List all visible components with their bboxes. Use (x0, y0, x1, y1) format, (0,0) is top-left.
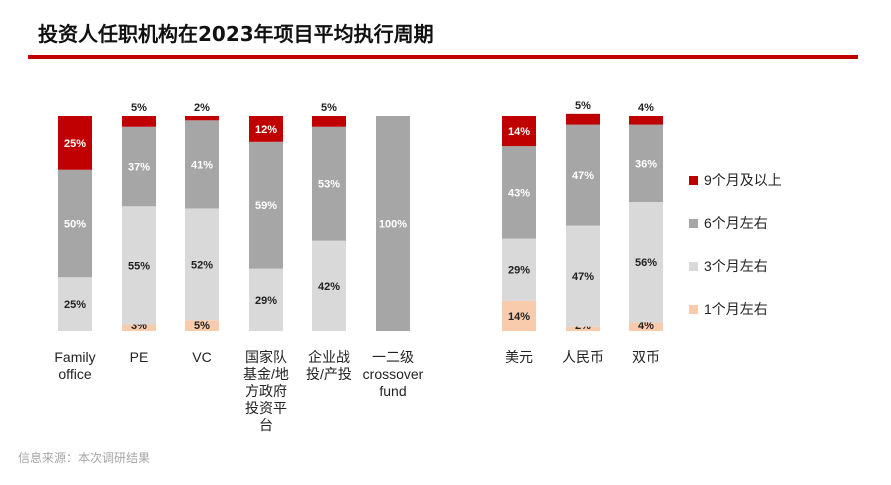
legend-label: 3个月左右 (704, 258, 768, 274)
bar-segment (629, 202, 663, 323)
data-label: 5% (194, 320, 210, 332)
bar-segment (249, 116, 283, 142)
bar-segment (502, 238, 536, 301)
data-label: 37% (128, 162, 150, 174)
data-label: 29% (508, 265, 530, 277)
bar-segment (502, 116, 536, 147)
data-label: 25% (64, 138, 86, 150)
bar-segment (249, 268, 283, 331)
data-label: 29% (255, 295, 277, 307)
legend-swatch (689, 176, 698, 185)
bar-segment (122, 126, 156, 207)
data-label: 25% (64, 299, 86, 311)
data-label: 2% (194, 102, 210, 114)
bar-segment (566, 113, 600, 125)
data-label: 59% (255, 200, 277, 212)
category-label: 基金/地 (243, 366, 289, 382)
data-label: 42% (318, 281, 340, 293)
category-label: 企业战 (308, 349, 350, 365)
data-label: 4% (638, 102, 654, 114)
data-label: 100% (379, 219, 407, 231)
page-title: 投资人任职机构在2023年项目平均执行周期 (38, 22, 434, 46)
data-label: 5% (131, 102, 147, 114)
category-label: Family (54, 349, 95, 365)
bar-segment (58, 277, 92, 331)
bar-segment (566, 124, 600, 226)
data-label: 14% (508, 126, 530, 138)
category-label: crossover (363, 366, 424, 382)
legend-swatch (689, 219, 698, 228)
data-label: 47% (572, 170, 594, 182)
legend-swatch (689, 262, 698, 271)
data-label: 43% (508, 187, 530, 199)
bar-segment (185, 116, 219, 121)
data-label: 52% (191, 259, 213, 271)
bar-segment (122, 324, 156, 331)
bar-segment (312, 126, 346, 241)
bar-segment (312, 116, 346, 127)
data-label: 5% (575, 100, 591, 112)
category-label: 投资平 (245, 400, 287, 416)
bar-segment (249, 141, 283, 269)
category-label: PE (130, 349, 149, 365)
category-label: 双币 (632, 349, 660, 365)
bar-segment (376, 116, 410, 331)
bar-segment (629, 124, 663, 202)
source-note: 信息来源：本次调研结果 (18, 451, 151, 465)
category-label: office (58, 366, 91, 382)
bar-segment (185, 320, 219, 331)
data-label: 53% (318, 179, 340, 191)
bar-segment (58, 116, 92, 170)
data-label: 50% (64, 219, 86, 231)
data-label: 47% (572, 271, 594, 283)
bar-segment (629, 322, 663, 331)
data-label: 36% (635, 158, 657, 170)
bar-segment (566, 225, 600, 327)
bar-segment (312, 240, 346, 331)
bar-segment (566, 326, 600, 331)
category-label: 方政府 (245, 383, 287, 399)
bar-segment (185, 208, 219, 321)
bar-segment (502, 300, 536, 331)
data-label: 14% (508, 311, 530, 323)
data-label: 41% (191, 159, 213, 171)
bar-segment (185, 120, 219, 209)
bar-segment (58, 169, 92, 278)
bar-segment (502, 146, 536, 239)
category-label: 一二级 (372, 349, 414, 365)
category-label: 台 (259, 417, 273, 433)
category-label: VC (192, 349, 211, 365)
data-label: 56% (635, 257, 657, 269)
legend-swatch (689, 305, 698, 314)
category-label: 人民币 (562, 349, 604, 365)
data-label: 5% (321, 102, 337, 114)
data-label: 55% (128, 260, 150, 272)
bar-segment (122, 206, 156, 325)
title-underline (28, 55, 858, 59)
legend-label: 1个月左右 (704, 301, 768, 317)
legend-label: 9个月及以上 (704, 172, 782, 188)
category-label: 美元 (505, 349, 533, 365)
legend-label: 6个月左右 (704, 215, 768, 231)
data-label: 4% (638, 320, 654, 332)
bar-segment (629, 116, 663, 125)
category-label: fund (379, 383, 406, 399)
data-label: 12% (255, 124, 277, 136)
bar-segment (122, 116, 156, 127)
category-label: 投/产投 (306, 366, 352, 382)
category-label: 国家队 (245, 349, 287, 365)
